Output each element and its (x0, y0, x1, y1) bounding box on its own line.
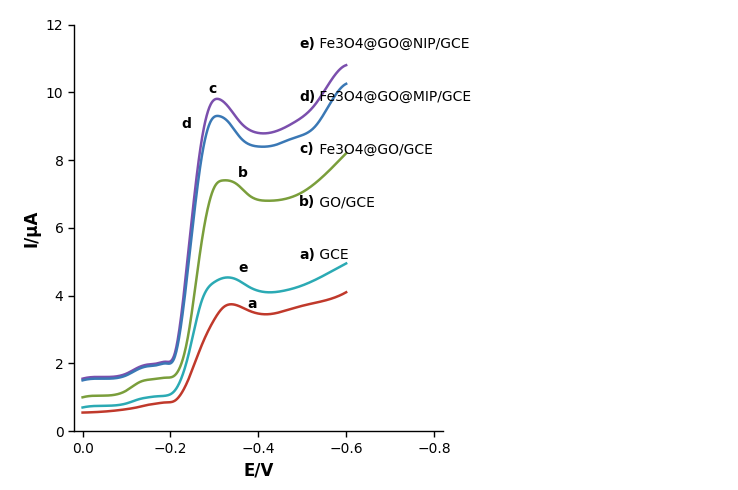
Text: e: e (238, 261, 248, 275)
Text: d): d) (299, 90, 315, 103)
X-axis label: E/V: E/V (243, 461, 274, 479)
Text: a): a) (299, 248, 315, 262)
Text: Fe3O4@GO@MIP/GCE: Fe3O4@GO@MIP/GCE (316, 90, 472, 103)
Text: a: a (247, 297, 257, 311)
Text: Fe3O4@GO/GCE: Fe3O4@GO/GCE (316, 143, 433, 156)
Text: c): c) (299, 143, 314, 156)
Text: d: d (181, 117, 190, 131)
Text: c: c (208, 82, 216, 96)
Text: b: b (238, 166, 248, 180)
Text: GCE: GCE (316, 248, 349, 262)
Text: GO/GCE: GO/GCE (316, 196, 376, 209)
Text: b): b) (299, 196, 315, 209)
Text: e): e) (299, 37, 315, 50)
Y-axis label: I/μA: I/μA (22, 209, 40, 246)
Text: Fe3O4@GO@NIP/GCE: Fe3O4@GO@NIP/GCE (316, 37, 470, 50)
